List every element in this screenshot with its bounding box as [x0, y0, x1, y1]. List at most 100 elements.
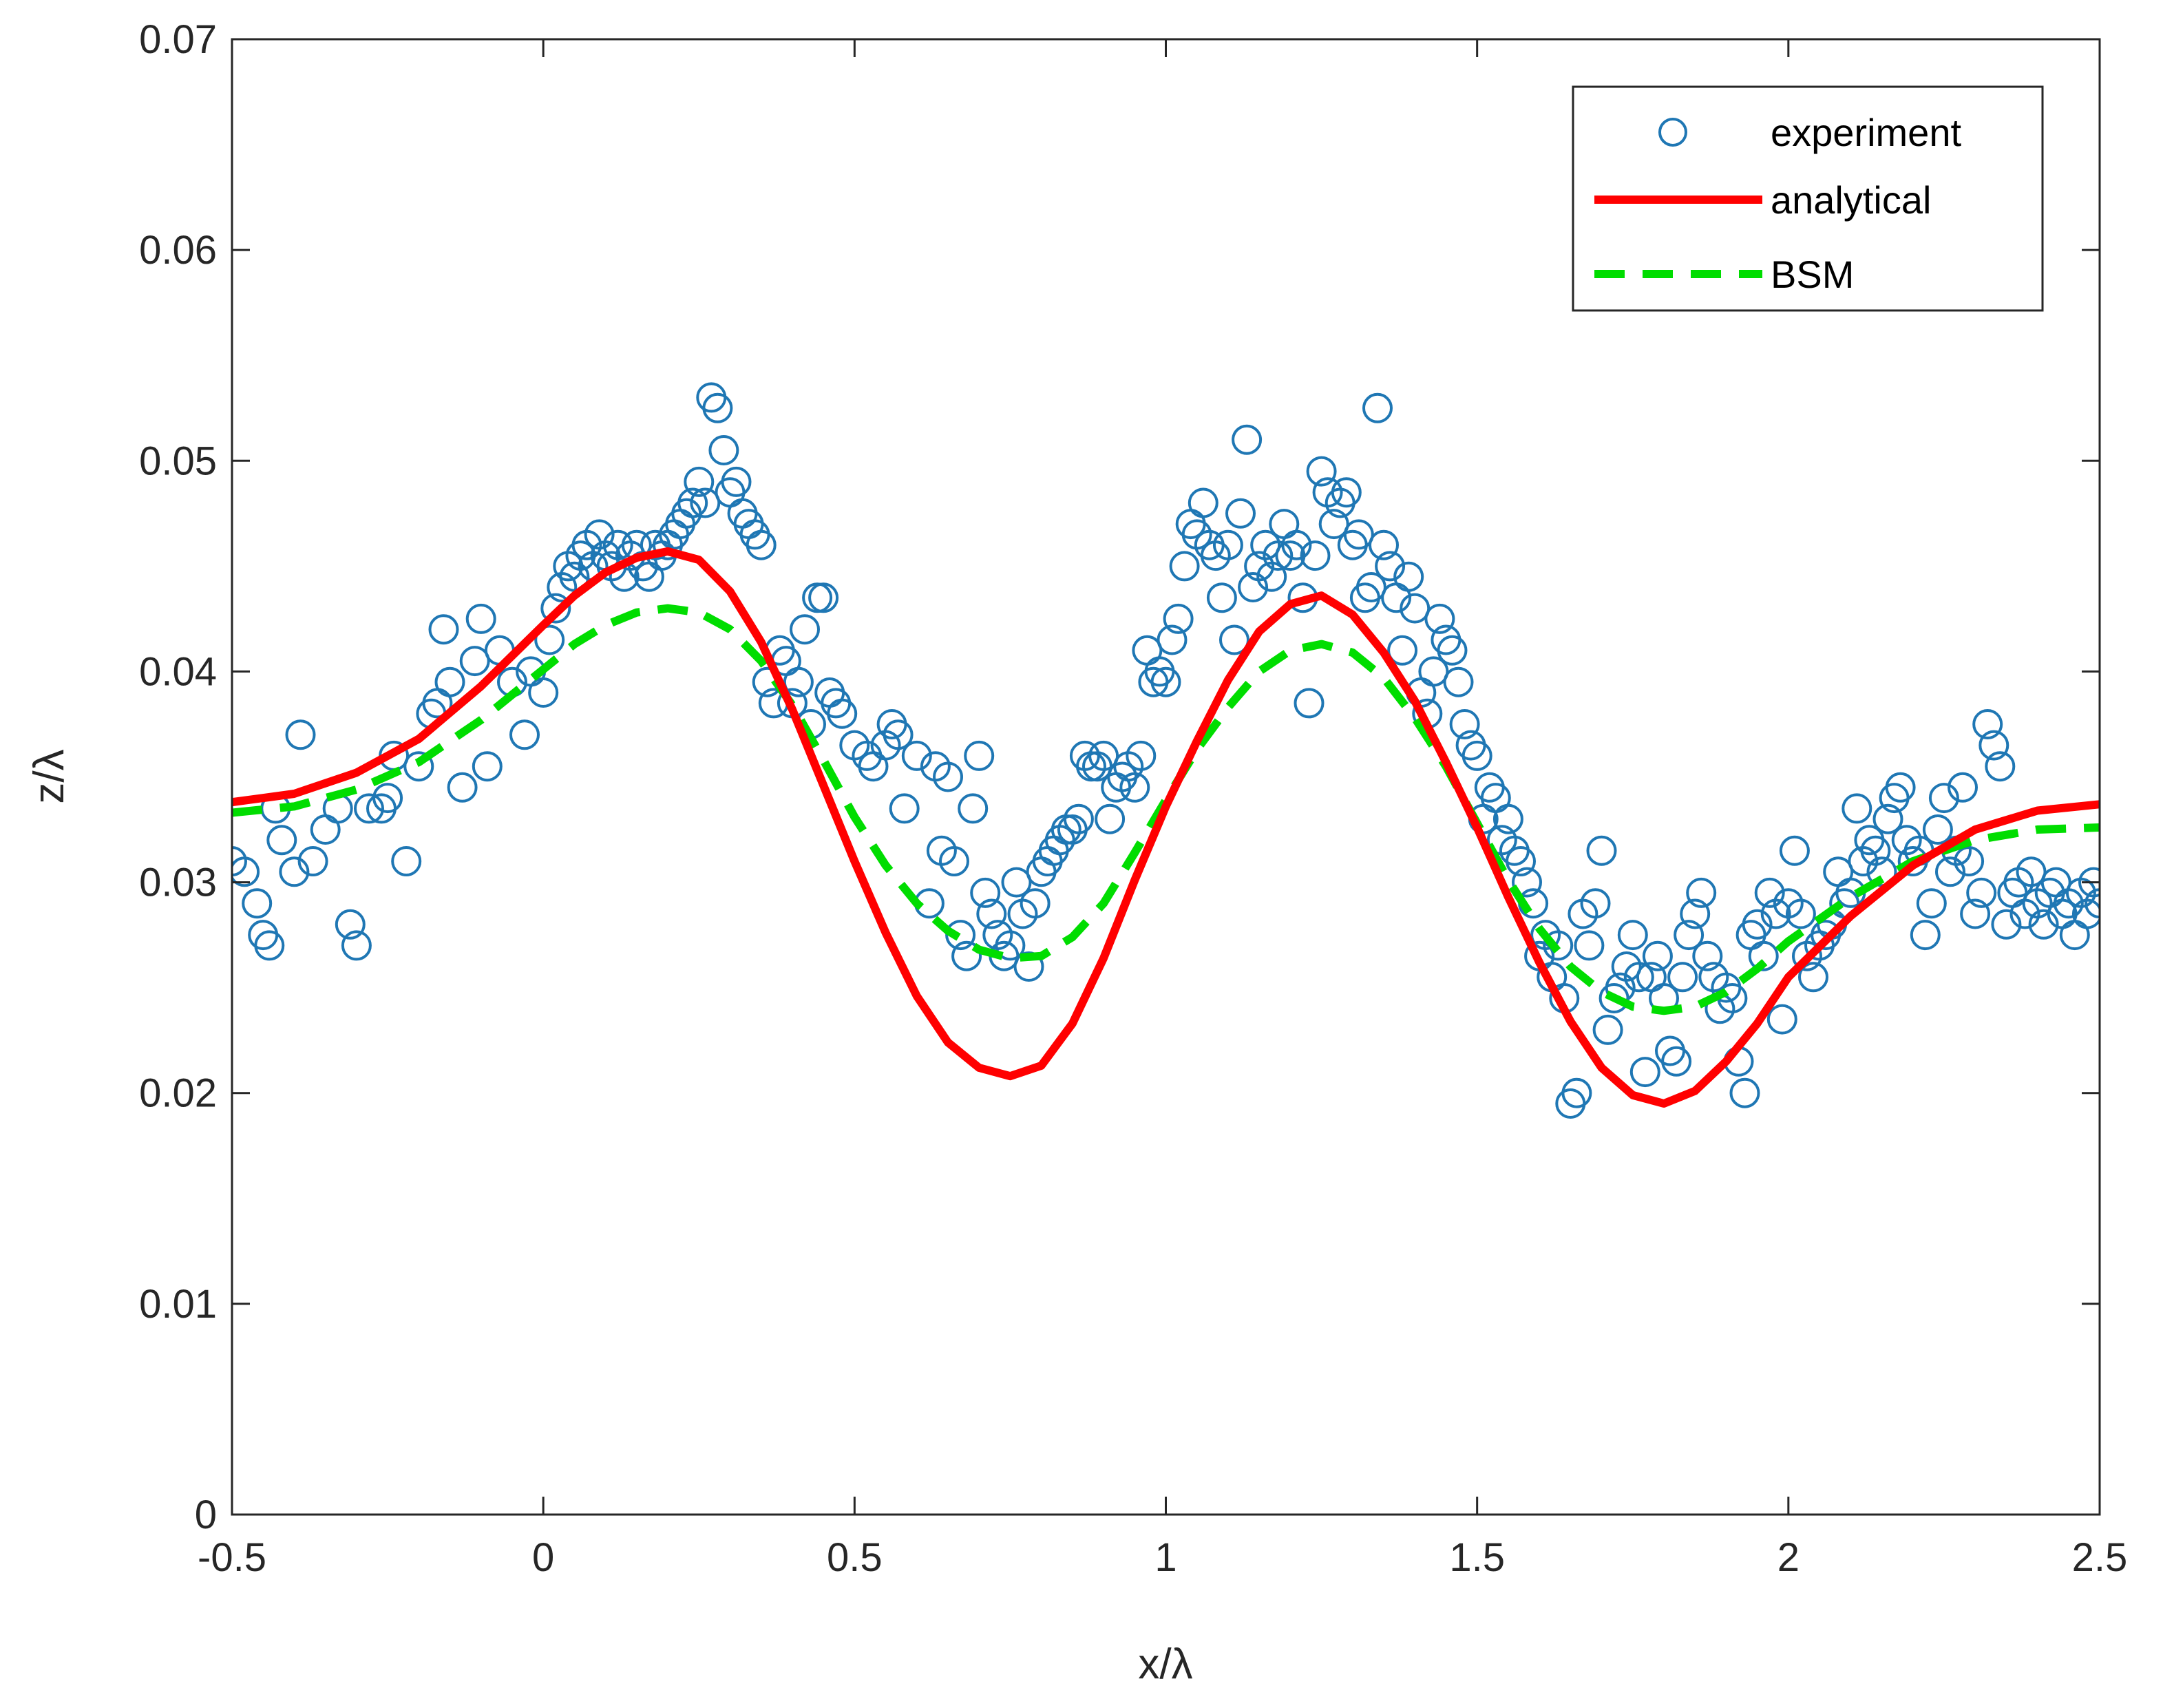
data-point-experiment	[266, 825, 297, 856]
data-point-experiment	[1318, 509, 1349, 540]
data-point-experiment	[1119, 772, 1150, 803]
data-point-experiment	[254, 930, 285, 961]
y-tick-label: 0.01	[139, 1282, 217, 1327]
data-point-experiment	[2016, 856, 2047, 887]
x-tick-label: 2	[1777, 1535, 1800, 1580]
data-point-experiment	[901, 740, 932, 771]
legend-label-analytical: analytical	[1771, 178, 1931, 222]
data-point-experiment	[1922, 814, 1953, 845]
data-point-experiment	[708, 435, 739, 465]
data-point-experiment	[540, 593, 571, 624]
data-point-experiment	[1561, 1077, 1592, 1108]
plot-series	[232, 382, 2100, 1119]
data-point-experiment	[341, 930, 372, 961]
data-point-experiment	[702, 392, 733, 423]
data-point-experiment	[1437, 635, 1468, 666]
data-point-experiment	[1580, 888, 1611, 919]
data-point-experiment	[1331, 477, 1362, 508]
data-point-experiment	[1355, 572, 1386, 602]
data-point-experiment	[1748, 940, 1779, 971]
data-point-experiment	[584, 519, 615, 550]
data-point-experiment	[964, 740, 995, 771]
data-point-experiment	[279, 856, 310, 887]
data-point-experiment	[509, 719, 540, 750]
data-point-experiment	[677, 487, 708, 518]
data-point-experiment	[1623, 962, 1654, 993]
data-point-experiment	[1642, 940, 1673, 971]
data-point-experiment	[1219, 624, 1249, 655]
y-tick-label: 0.05	[139, 439, 217, 483]
data-point-experiment	[1424, 603, 1455, 634]
data-point-experiment	[1238, 572, 1269, 602]
data-point-experiment	[1928, 783, 1959, 814]
data-point-experiment	[939, 846, 969, 876]
data-point-experiment	[1387, 635, 1418, 666]
data-point-experiment	[958, 793, 989, 824]
data-point-experiment	[690, 487, 721, 518]
data-point-experiment	[1449, 709, 1480, 739]
data-point-experiment	[1543, 930, 1574, 961]
data-point-experiment	[1256, 561, 1287, 592]
data-point-experiment	[2085, 888, 2100, 919]
y-tick-label: 0.03	[139, 861, 217, 905]
y-tick-label: 0.06	[139, 228, 217, 273]
data-point-experiment	[1972, 709, 2003, 739]
data-point-experiment	[1212, 529, 1243, 560]
data-point-experiment	[1916, 888, 1947, 919]
data-point-experiment	[1150, 666, 1181, 697]
data-point-experiment	[1680, 898, 1711, 929]
data-point-experiment	[1375, 551, 1406, 582]
data-point-experiment	[1300, 540, 1331, 571]
y-tick-label: 0	[195, 1493, 217, 1537]
data-point-experiment	[1095, 803, 1126, 834]
data-point-experiment	[534, 624, 565, 655]
data-point-experiment	[232, 846, 247, 876]
data-point-experiment	[721, 466, 752, 497]
y-tick-label: 0.02	[139, 1071, 217, 1116]
data-point-experiment	[1418, 656, 1449, 687]
data-point-experiment	[746, 529, 777, 560]
data-point-experiment	[1966, 877, 1997, 908]
data-point-experiment	[403, 751, 434, 782]
data-point-experiment	[472, 751, 503, 782]
data-point-experiment	[1343, 519, 1374, 550]
data-point-experiment	[447, 772, 478, 803]
data-point-experiment	[995, 930, 1026, 961]
data-point-experiment	[1263, 540, 1294, 571]
data-point-experiment	[1766, 1004, 1797, 1035]
data-point-experiment	[1443, 666, 1474, 697]
data-point-experiment	[883, 719, 914, 750]
data-point-experiment	[1872, 803, 1903, 834]
y-axis-label: z/λ	[25, 749, 73, 803]
series-line-analytical	[232, 547, 2100, 1108]
data-point-experiment	[1842, 793, 1872, 824]
data-point-experiment	[1574, 930, 1605, 961]
data-point-experiment	[1935, 856, 1965, 887]
data-point-experiment	[1294, 688, 1325, 719]
x-tick-label: 1.5	[1449, 1535, 1505, 1580]
data-point-experiment	[232, 856, 260, 887]
data-point-experiment	[428, 614, 459, 645]
data-point-experiment	[434, 666, 465, 697]
data-point-experiment	[945, 920, 976, 951]
x-tick-label: 0	[532, 1535, 554, 1580]
data-point-experiment	[1979, 730, 2009, 761]
x-tick-label: 1	[1154, 1535, 1177, 1580]
data-point-experiment	[1001, 867, 1032, 898]
data-point-experiment	[465, 603, 496, 634]
data-point-experiment	[1506, 846, 1536, 876]
data-point-experiment	[1020, 888, 1051, 919]
data-point-experiment	[1686, 877, 1717, 908]
y-tick-label: 0.07	[139, 17, 217, 62]
data-point-experiment	[1661, 1046, 1692, 1077]
data-point-experiment	[459, 646, 490, 677]
data-point-experiment	[1362, 392, 1393, 423]
data-point-experiment	[783, 666, 814, 697]
data-point-experiment	[1617, 920, 1648, 951]
data-point-experiment	[684, 466, 715, 497]
data-point-experiment	[335, 909, 366, 940]
data-point-experiment	[1306, 456, 1337, 487]
x-axis-label: x/λ	[1138, 1641, 1192, 1688]
data-point-experiment	[1742, 909, 1773, 940]
data-point-experiment	[354, 793, 384, 824]
